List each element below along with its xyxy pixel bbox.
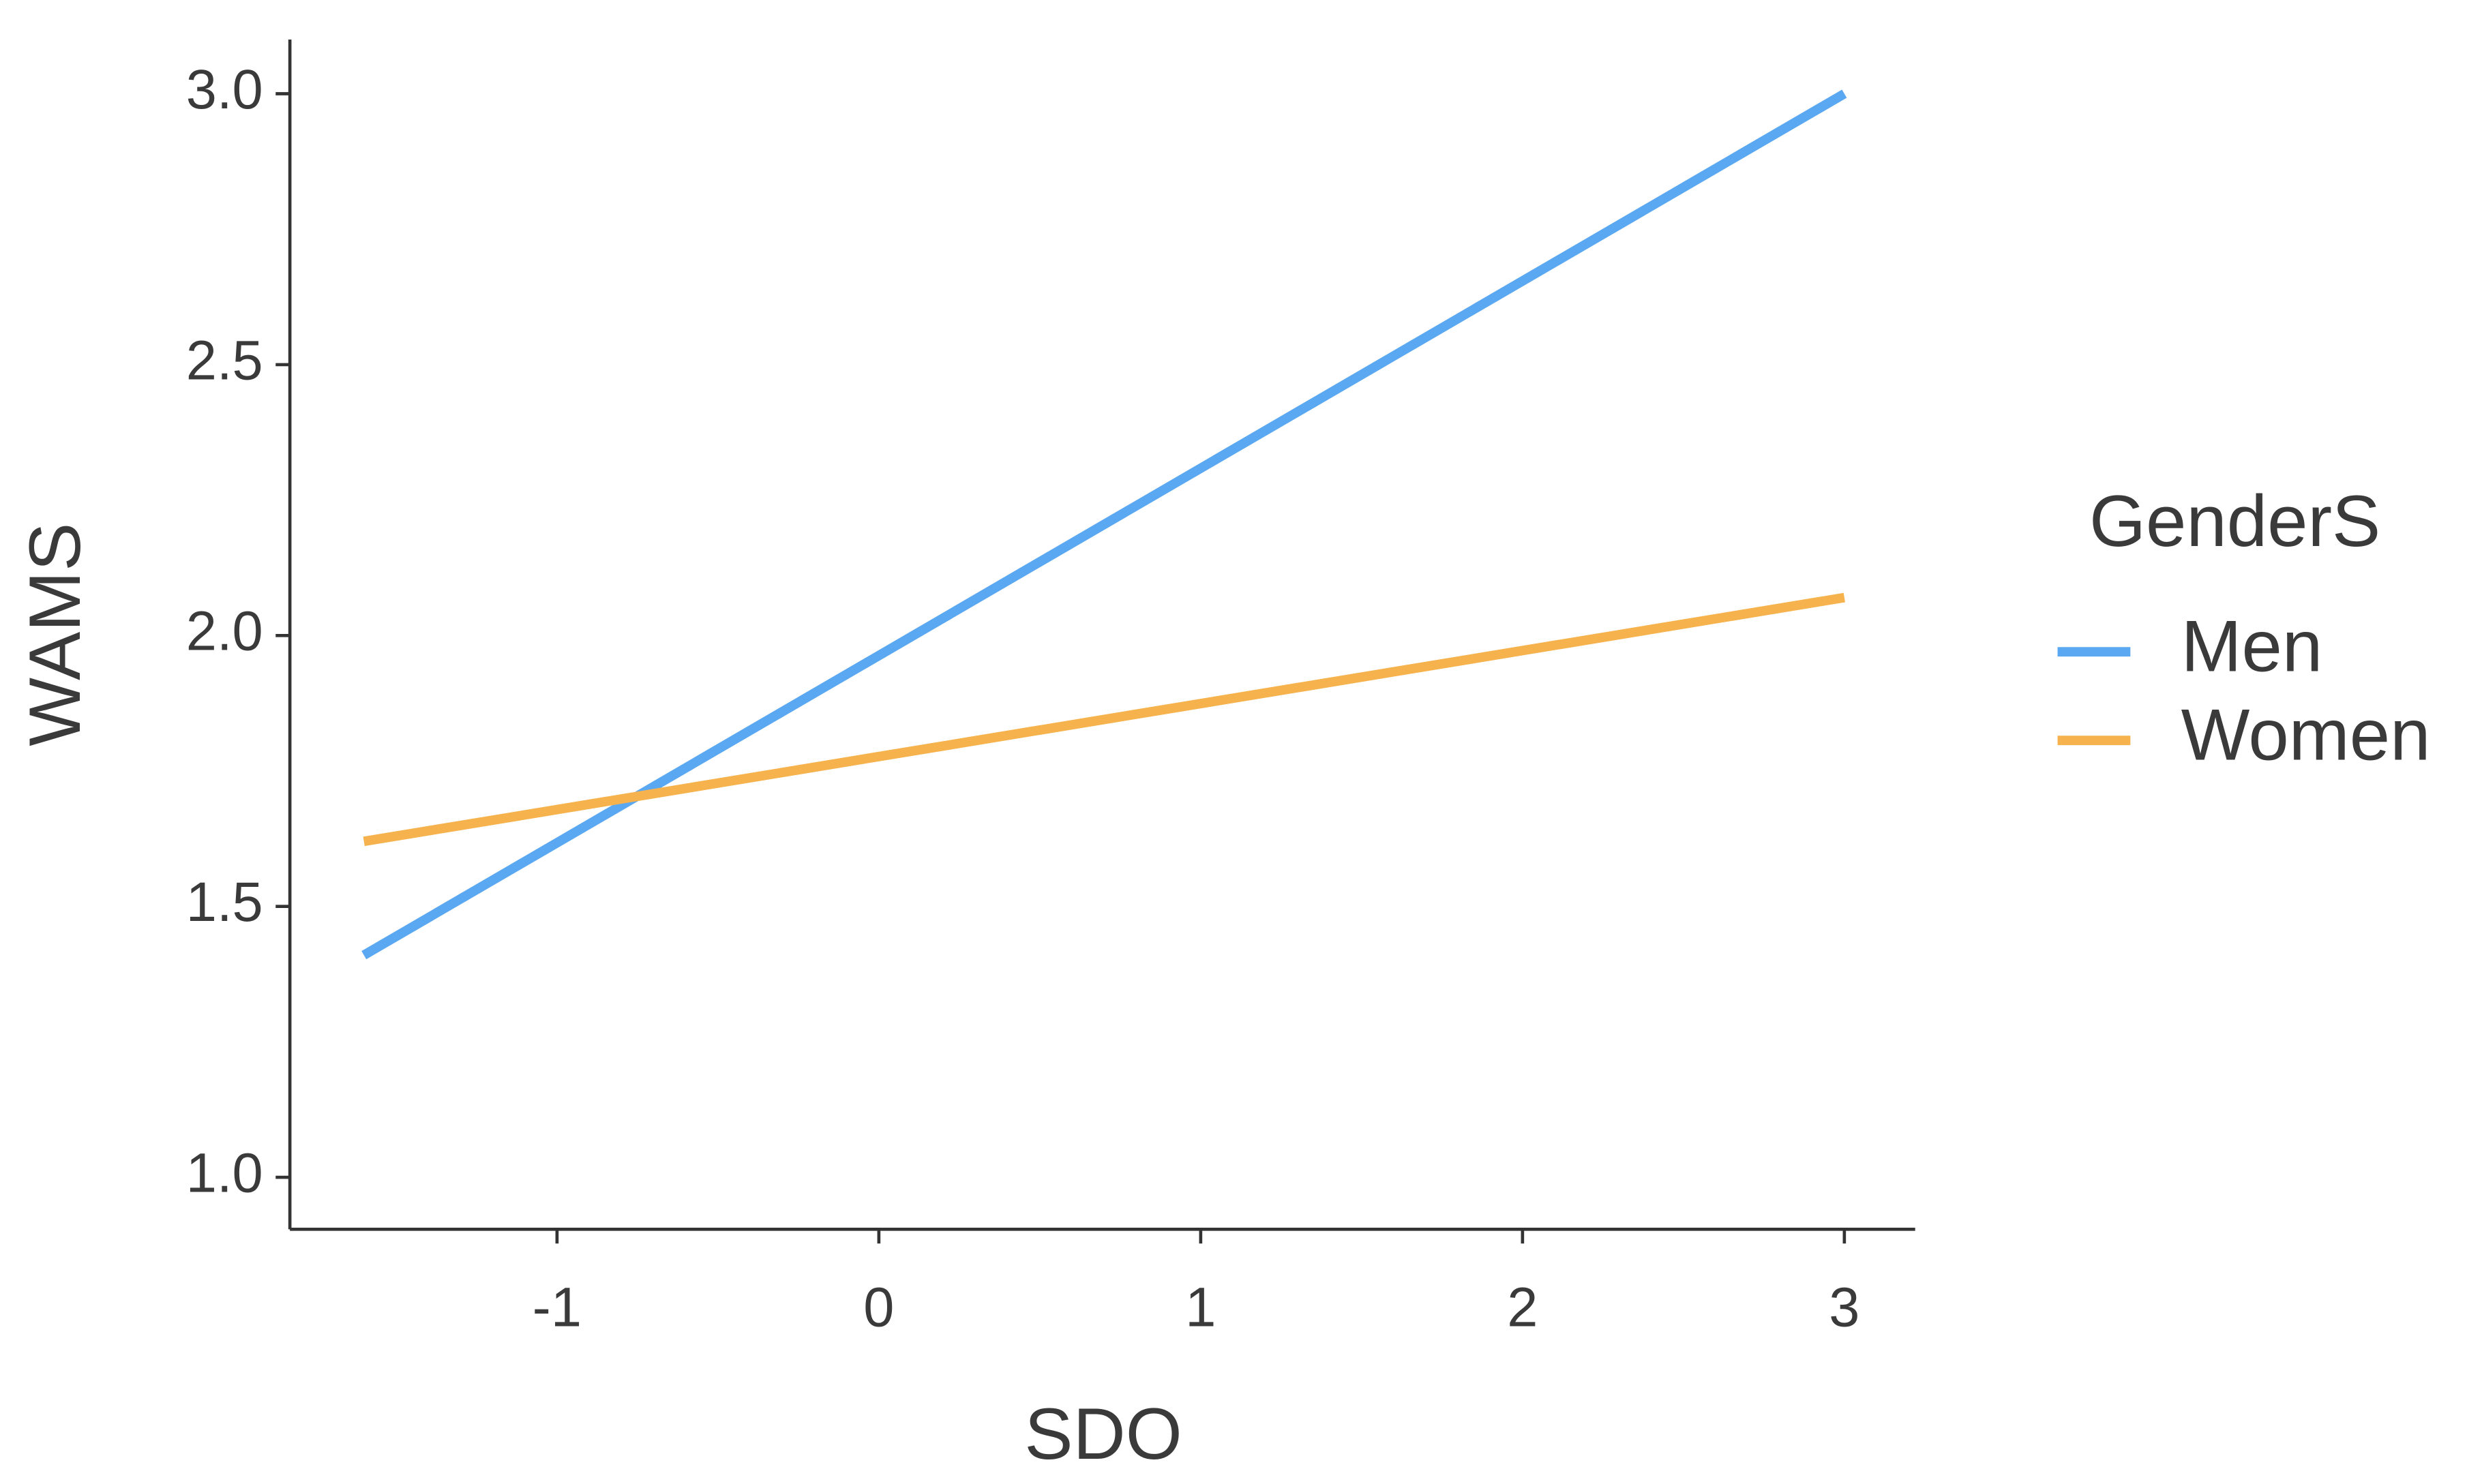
- legend-title: GenderS: [2089, 480, 2380, 562]
- x-tick-label: 2: [1507, 1276, 1538, 1338]
- y-tick-label: 1.5: [186, 871, 263, 933]
- x-axis-title: SDO: [1024, 1393, 1182, 1474]
- y-tick-label: 3.0: [186, 59, 263, 121]
- legend-label: Men: [2181, 605, 2323, 686]
- y-tick-label: 2.5: [186, 329, 263, 391]
- series-line: [363, 592, 1845, 847]
- x-tick-label: 0: [863, 1276, 894, 1338]
- x-tick-label: 3: [1829, 1276, 1859, 1338]
- y-tick-label: 1.0: [186, 1142, 263, 1204]
- series-line: [361, 89, 1847, 960]
- y-axis-title: WAMS: [14, 523, 95, 746]
- legend-label: Women: [2181, 693, 2431, 775]
- y-tick-label: 2.0: [186, 601, 263, 663]
- x-tick-label: 1: [1185, 1276, 1216, 1338]
- x-tick-label: -1: [533, 1276, 582, 1338]
